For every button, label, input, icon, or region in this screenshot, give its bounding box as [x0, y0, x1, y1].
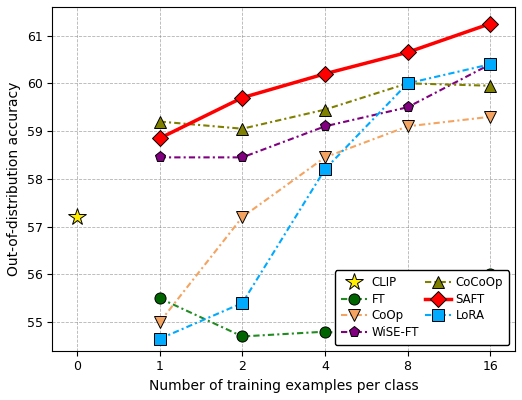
WiSE-FT [157, 155, 163, 160]
CoCoOp [487, 83, 493, 88]
CoOp [322, 155, 328, 160]
LoRA [487, 62, 493, 67]
Line: CoOp: CoOp [154, 111, 496, 328]
WiSE-FT [322, 124, 328, 129]
LoRA [239, 301, 245, 306]
CoCoOp [322, 107, 328, 112]
CoOp [157, 320, 163, 324]
CoOp [239, 215, 245, 220]
SAFT [157, 136, 163, 141]
LoRA [405, 81, 411, 86]
FT [405, 336, 411, 341]
FT [157, 296, 163, 301]
WiSE-FT [405, 105, 411, 110]
WiSE-FT [487, 62, 493, 67]
LoRA [157, 336, 163, 341]
Line: WiSE-FT: WiSE-FT [154, 59, 496, 163]
FT [322, 329, 328, 334]
Line: LoRA: LoRA [154, 59, 496, 344]
CoOp [405, 124, 411, 129]
SAFT [239, 95, 245, 100]
LoRA [322, 167, 328, 172]
Y-axis label: Out-of-distribution accuracy: Out-of-distribution accuracy [7, 82, 21, 276]
CoCoOp [157, 119, 163, 124]
FT [239, 334, 245, 339]
Line: SAFT: SAFT [154, 18, 496, 144]
CoCoOp [239, 126, 245, 131]
CoOp [487, 114, 493, 119]
Line: FT: FT [154, 269, 496, 344]
Line: CoCoOp: CoCoOp [154, 78, 496, 134]
SAFT [487, 21, 493, 26]
Legend: CLIP, FT, CoOp, WiSE-FT, CoCoOp, SAFT, LoRA: CLIP, FT, CoOp, WiSE-FT, CoCoOp, SAFT, L… [335, 270, 509, 345]
FT [487, 272, 493, 277]
WiSE-FT [239, 155, 245, 160]
SAFT [322, 72, 328, 76]
X-axis label: Number of training examples per class: Number of training examples per class [149, 379, 419, 393]
SAFT [405, 50, 411, 55]
CoCoOp [405, 81, 411, 86]
